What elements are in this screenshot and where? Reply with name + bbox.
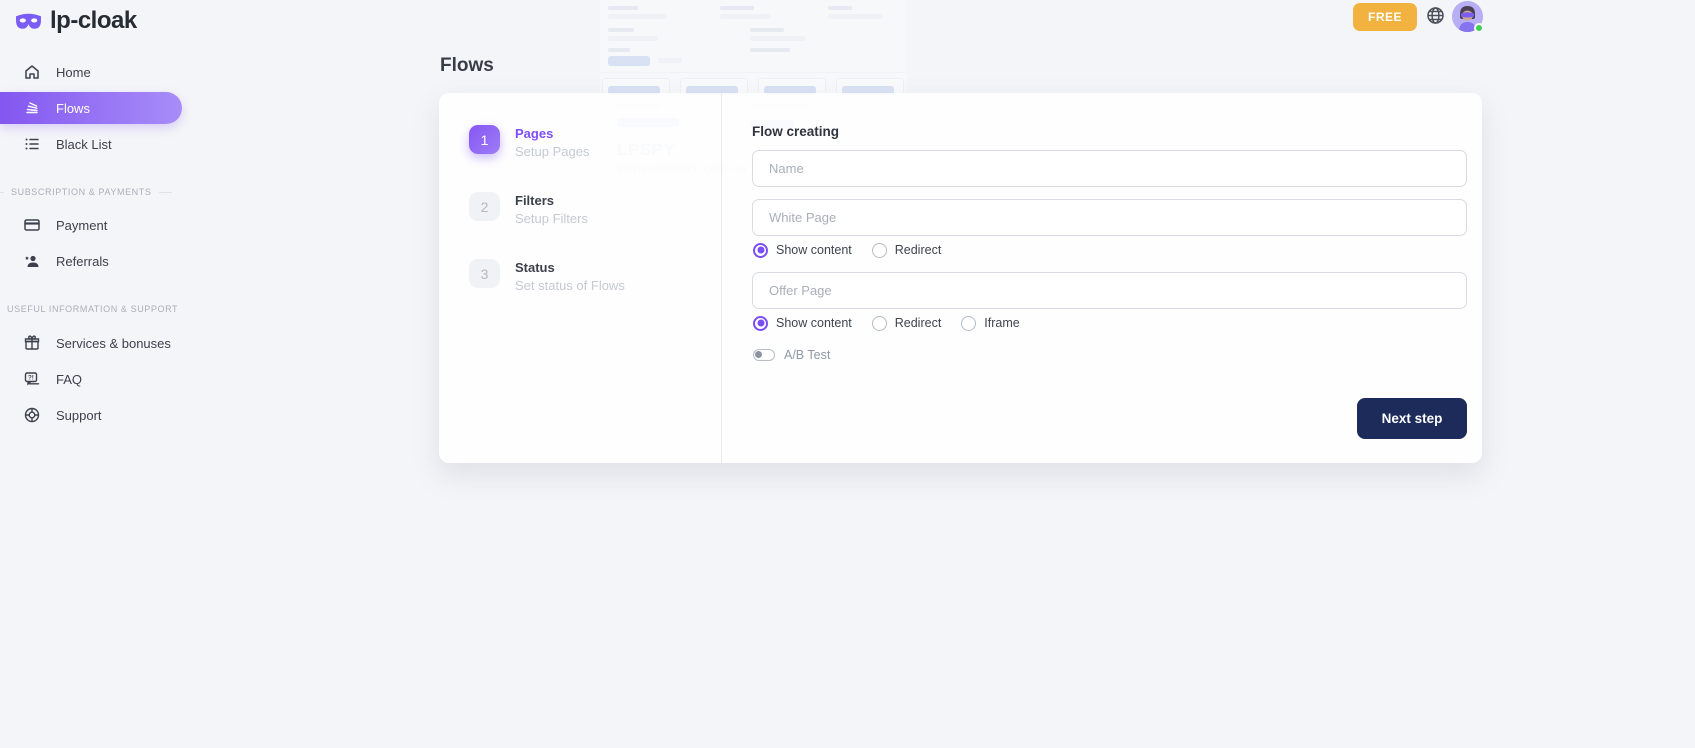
sidebar-item-label: Payment (56, 217, 108, 233)
section-subscription-payments: SUBSCRIPTION & PAYMENTS (0, 186, 182, 198)
sidebar-item-label: Referrals (56, 253, 109, 269)
step-title: Status (515, 260, 555, 275)
flow-creating-form: Flow creating Show content Redirect Show… (722, 93, 1482, 463)
radio-label: Show content (776, 316, 852, 330)
online-status-dot (1474, 23, 1484, 33)
sidebar-item-label: Black List (56, 136, 112, 152)
flow-name-input[interactable] (752, 150, 1467, 187)
offer-page-input[interactable] (752, 272, 1467, 309)
sidebar-item-referrals[interactable]: Referrals (0, 245, 182, 277)
svg-text:?!: ?! (28, 374, 34, 381)
stepper: 1 Pages Setup Pages 2 Filters Setup Filt… (439, 93, 722, 463)
offer-page-mode-radios: Show content Redirect Iframe (752, 315, 1467, 331)
ab-test-row: A/B Test (752, 347, 1467, 362)
step-status[interactable]: 3 Status Set status of Flows (469, 259, 721, 293)
ab-test-label: A/B Test (784, 347, 831, 362)
mask-logo-icon (16, 13, 41, 29)
ab-test-toggle[interactable] (753, 348, 775, 361)
toggle-knob (755, 350, 762, 358)
step-title: Filters (515, 193, 555, 208)
white-page-mode-radios: Show content Redirect (752, 242, 1467, 258)
radio-offer-show-content[interactable]: Show content (753, 315, 852, 331)
app-logo: lp-cloak (15, 6, 190, 36)
radio-unselected-icon (871, 315, 887, 331)
next-step-button[interactable]: Next step (1357, 398, 1467, 439)
sidebar-item-label: Services & bonuses (56, 335, 171, 351)
sidebar-item-label: Flows (56, 100, 90, 116)
section-useful-information-support: USEFUL INFORMATION & SUPPORT (0, 303, 182, 315)
radio-selected-icon (753, 315, 768, 331)
avatar-image (1452, 1, 1483, 32)
radio-label: Iframe (984, 316, 1020, 330)
step-subtitle: Setup Filters (515, 211, 588, 226)
step-filters[interactable]: 2 Filters Setup Filters (469, 192, 721, 226)
step-pages[interactable]: 1 Pages Setup Pages (469, 125, 721, 159)
credit-card-icon (24, 219, 40, 231)
faq-bubble-icon: ?! (24, 372, 40, 386)
step-subtitle: Setup Pages (515, 144, 590, 159)
sidebar: lp-cloak Home Flows Black L (0, 0, 190, 435)
step-number-badge: 3 (469, 259, 500, 288)
sidebar-item-label: Home (56, 64, 91, 80)
step-subtitle: Set status of Flows (515, 278, 625, 293)
sidebar-item-label: FAQ (56, 371, 83, 387)
blacklist-icon (25, 138, 39, 150)
radio-unselected-icon (961, 315, 977, 331)
sidebar-item-home[interactable]: Home (0, 56, 182, 88)
app-name: lp-cloak (50, 7, 137, 34)
payments-nav: Payment Referrals (0, 209, 190, 277)
main-nav: Home Flows Black List (0, 56, 190, 160)
radio-white-show-content[interactable]: Show content (753, 242, 852, 258)
sidebar-item-label: Support (56, 407, 102, 423)
support-nav: Services & bonuses ?! FAQ Support (0, 327, 190, 431)
sidebar-item-services-bonuses[interactable]: Services & bonuses (0, 327, 182, 359)
language-globe-icon[interactable] (1426, 6, 1445, 25)
white-page-input[interactable] (752, 199, 1467, 236)
sidebar-item-payment[interactable]: Payment (0, 209, 182, 241)
radio-label: Redirect (894, 243, 942, 257)
sidebar-item-faq[interactable]: ?! FAQ (0, 363, 182, 395)
radio-label: Show content (776, 243, 852, 257)
sidebar-item-black-list[interactable]: Black List (0, 128, 182, 160)
radio-offer-redirect[interactable]: Redirect (871, 315, 942, 331)
home-icon (25, 65, 39, 79)
page-title: Flows (440, 55, 494, 76)
plan-free-badge[interactable]: FREE (1353, 3, 1417, 31)
radio-label: Redirect (894, 316, 942, 330)
step-number-badge: 2 (469, 192, 500, 221)
sidebar-item-support[interactable]: Support (0, 399, 182, 431)
radio-offer-iframe[interactable]: Iframe (961, 315, 1020, 331)
sidebar-item-flows[interactable]: Flows (0, 92, 182, 124)
gift-icon (24, 335, 40, 350)
radio-unselected-icon (871, 242, 887, 258)
user-avatar[interactable] (1452, 1, 1484, 33)
support-globe-icon (24, 407, 40, 423)
referrals-icon (25, 255, 39, 267)
radio-white-redirect[interactable]: Redirect (871, 242, 942, 258)
step-number-badge: 1 (469, 125, 500, 154)
step-title: Pages (515, 126, 554, 141)
flows-icon (26, 102, 38, 114)
radio-selected-icon (753, 242, 768, 258)
form-title: Flow creating (752, 124, 840, 139)
flow-creating-modal: 1 Pages Setup Pages 2 Filters Setup Filt… (439, 93, 1482, 463)
